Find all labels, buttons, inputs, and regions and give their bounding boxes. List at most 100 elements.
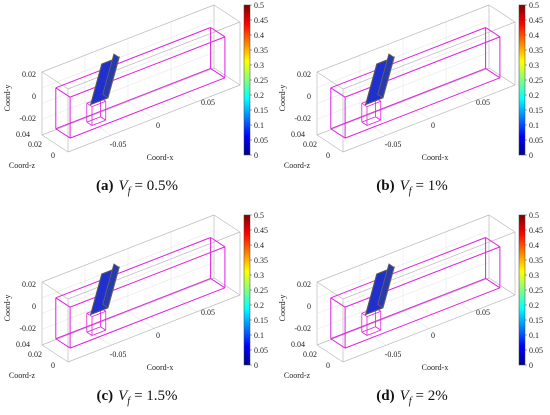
specimen-outline: [210, 27, 226, 38]
caption-subscript: f: [127, 396, 131, 407]
axis-box: [342, 84, 516, 153]
y-tick-label: 0: [32, 302, 36, 311]
support: [86, 312, 93, 317]
support: [361, 116, 376, 123]
y-axis-label: Coord-y: [278, 85, 287, 112]
z-tick-label: 0.02: [303, 350, 317, 359]
specimen-outline: [330, 277, 486, 340]
z-axis-label: Coord-z: [9, 371, 36, 380]
specimen-outline: [69, 246, 226, 308]
colorbar-tick-label: 0.05: [529, 136, 543, 145]
specimen-outline: [210, 278, 226, 289]
axis-box: [213, 277, 241, 296]
y-tick-label: 0.02: [297, 280, 311, 289]
colorbar-tick-label: 0.4: [254, 241, 264, 250]
caption-subscript: f: [409, 186, 413, 197]
axis-box: [342, 231, 516, 300]
colorbar-tick-label: 0.2: [529, 301, 539, 310]
colorbar-tick-label: 0.2: [254, 91, 264, 100]
fibre-region-side: [377, 263, 395, 309]
grid-line: [41, 230, 215, 299]
specimen-outline: [485, 278, 501, 289]
colorbar-tick-label: 0.3: [529, 271, 539, 280]
support: [86, 116, 101, 123]
colorbar-tick-label: 0.35: [254, 256, 268, 265]
caption-value: = 2%: [416, 388, 448, 404]
caption-symbol: V: [400, 388, 411, 404]
grid-line: [316, 20, 490, 89]
colorbar-tick-label: 0: [529, 361, 533, 370]
support: [361, 331, 368, 336]
specimen-outline: [485, 68, 501, 79]
support: [366, 329, 381, 336]
colorbar-tick-label: 0.05: [529, 346, 543, 355]
specimen-outline: [55, 87, 71, 98]
specimen-outline: [210, 68, 226, 79]
fibre-region-side: [102, 53, 120, 99]
x-tick-label: 0.05: [201, 308, 215, 317]
specimen-outline: [55, 27, 211, 89]
specimen-outline: [330, 67, 486, 130]
caption-label: (d): [376, 388, 394, 404]
support: [100, 326, 106, 331]
axis-box: [488, 214, 516, 233]
y-tick-label: 0: [307, 92, 311, 101]
x-tick-label: 0.05: [476, 98, 490, 107]
y-tick-label: 0.02: [22, 280, 36, 289]
x-tick-label: 0: [431, 331, 435, 340]
axis-box: [213, 214, 241, 233]
y-tick-label: 0: [307, 302, 311, 311]
axis-box: [316, 67, 490, 136]
x-tick-label: 0: [431, 121, 435, 130]
caption-symbol: V: [400, 178, 411, 194]
axis-box: [488, 277, 516, 296]
colorbar-tick-label: 0.3: [254, 271, 264, 280]
support: [361, 326, 376, 333]
colorbar-tick-label: 0.45: [529, 226, 543, 235]
x-axis-label: Coord-x: [422, 153, 449, 162]
axis-box: [41, 281, 69, 300]
y-axis-label: Coord-y: [278, 295, 287, 322]
specimen-outline: [55, 277, 211, 340]
caption-symbol: V: [119, 178, 130, 194]
support: [91, 329, 106, 336]
support: [366, 100, 381, 107]
specimen-outline: [344, 246, 501, 308]
axis-box: [41, 277, 215, 346]
specimen-outline: [330, 27, 486, 89]
axis-box: [41, 214, 215, 283]
caption-label: (c): [96, 388, 113, 404]
colorbar-tick-label: 0.05: [254, 346, 268, 355]
z-tick-label: 0: [51, 361, 55, 370]
colorbar-tick-label: 0.5: [529, 1, 539, 10]
axis-box: [41, 134, 69, 153]
axis-box: [316, 134, 344, 153]
colorbar-tick-label: 0.15: [254, 106, 268, 115]
colorbar-tick-label: 0.1: [254, 121, 264, 130]
axis-box: [213, 4, 241, 23]
support: [361, 312, 368, 317]
grid-line: [41, 246, 215, 314]
support: [86, 331, 93, 336]
colorbar-tick-label: 0.45: [254, 226, 268, 235]
axis-box: [41, 71, 69, 90]
z-tick-label: 0.04: [291, 340, 305, 349]
axis-box: [316, 4, 490, 73]
y-tick-label: -0.02: [294, 324, 311, 333]
axis-box: [488, 67, 516, 86]
colorbar-tick-label: 0.45: [254, 16, 268, 25]
x-axis-label: Coord-x: [147, 363, 174, 372]
support: [91, 310, 106, 317]
specimen-outline: [344, 36, 501, 98]
colorbar-tick-label: 0: [529, 151, 533, 160]
grid-line: [316, 36, 490, 104]
specimen-outline: [330, 87, 346, 98]
support: [366, 310, 381, 317]
x-tick-label: 0: [156, 331, 160, 340]
axis-box: [316, 344, 344, 363]
specimen-outline: [69, 77, 226, 139]
axis-box: [67, 84, 241, 153]
y-axis-label: Coord-y: [3, 85, 12, 112]
